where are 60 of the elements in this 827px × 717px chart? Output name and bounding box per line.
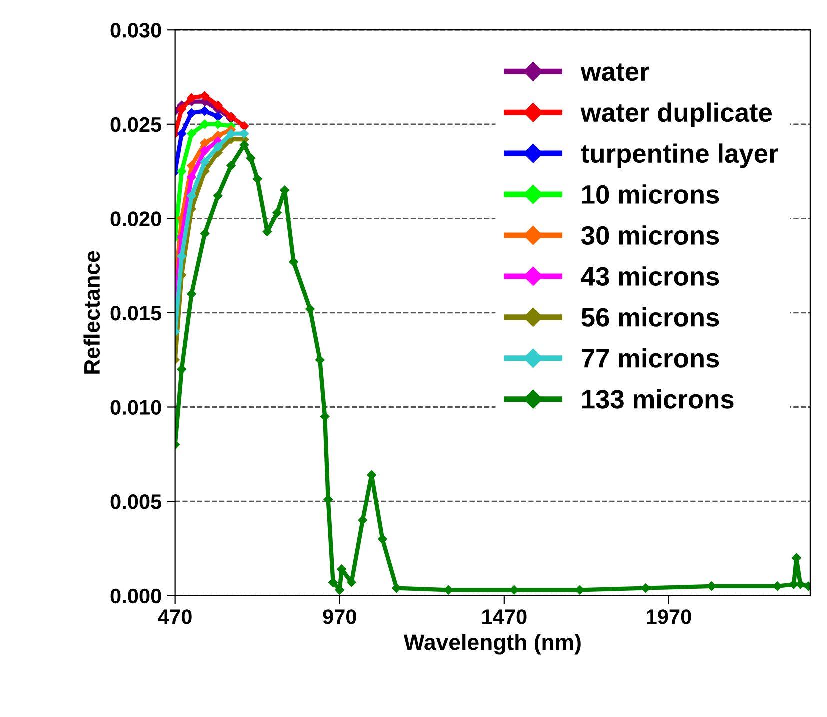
point: [213, 191, 223, 201]
point: [187, 172, 196, 182]
point: [213, 100, 223, 110]
x-axis-title: Wavelength (nm): [404, 634, 581, 655]
point: [213, 142, 223, 152]
legend-label: 56 microns: [582, 308, 720, 327]
x-tick-label: 1470: [482, 610, 527, 624]
point: [187, 161, 196, 171]
point: [226, 161, 236, 171]
point: [177, 104, 187, 114]
point: [358, 516, 368, 526]
point: [187, 289, 196, 299]
legend-label: water: [580, 64, 650, 82]
x-tick-label: 470: [158, 610, 192, 624]
point: [316, 355, 325, 365]
x-tick-label: 1970: [647, 610, 692, 624]
point: [240, 122, 250, 131]
point: [252, 174, 262, 184]
point: [200, 106, 210, 116]
x-tick-label: 970: [323, 610, 356, 624]
point: [240, 129, 250, 138]
y-tick-label: 0.030: [110, 23, 162, 38]
point: [200, 138, 210, 148]
point: [200, 91, 210, 101]
point: [306, 304, 315, 314]
y-tick-label: 0.020: [110, 212, 162, 226]
point: [200, 229, 210, 238]
legend-label: 10 microns: [582, 184, 720, 204]
y-tick-label: 0.015: [110, 306, 162, 321]
legend-label: 133 microns: [582, 389, 734, 409]
y-tick-label: 0.025: [110, 117, 162, 132]
point: [320, 412, 330, 422]
legend-label: 43 microns: [581, 266, 720, 286]
point: [378, 534, 388, 544]
point: [240, 140, 250, 150]
legend-label: 77 microns: [582, 348, 720, 368]
point: [177, 166, 187, 176]
point: [200, 146, 210, 156]
legend-label: 30 microns: [581, 226, 720, 246]
point: [707, 582, 716, 592]
point: [796, 580, 806, 590]
point: [272, 208, 282, 218]
point: [246, 154, 256, 163]
point: [226, 112, 236, 122]
point: [187, 108, 196, 118]
point: [213, 112, 223, 122]
point: [177, 129, 187, 138]
legend-label: water duplicate: [580, 102, 772, 128]
point: [177, 364, 187, 374]
legend-label: turpentine layer: [581, 144, 778, 168]
y-tick-label: 0.000: [110, 588, 162, 604]
y-tick-label: 0.005: [110, 494, 162, 510]
point: [200, 157, 210, 167]
point: [289, 257, 298, 267]
point: [187, 129, 196, 138]
point: [187, 93, 196, 103]
y-tick-label: 0.010: [110, 400, 162, 416]
point: [177, 252, 187, 262]
point: [187, 191, 196, 201]
y-axis-title: Reflectance: [84, 251, 100, 374]
